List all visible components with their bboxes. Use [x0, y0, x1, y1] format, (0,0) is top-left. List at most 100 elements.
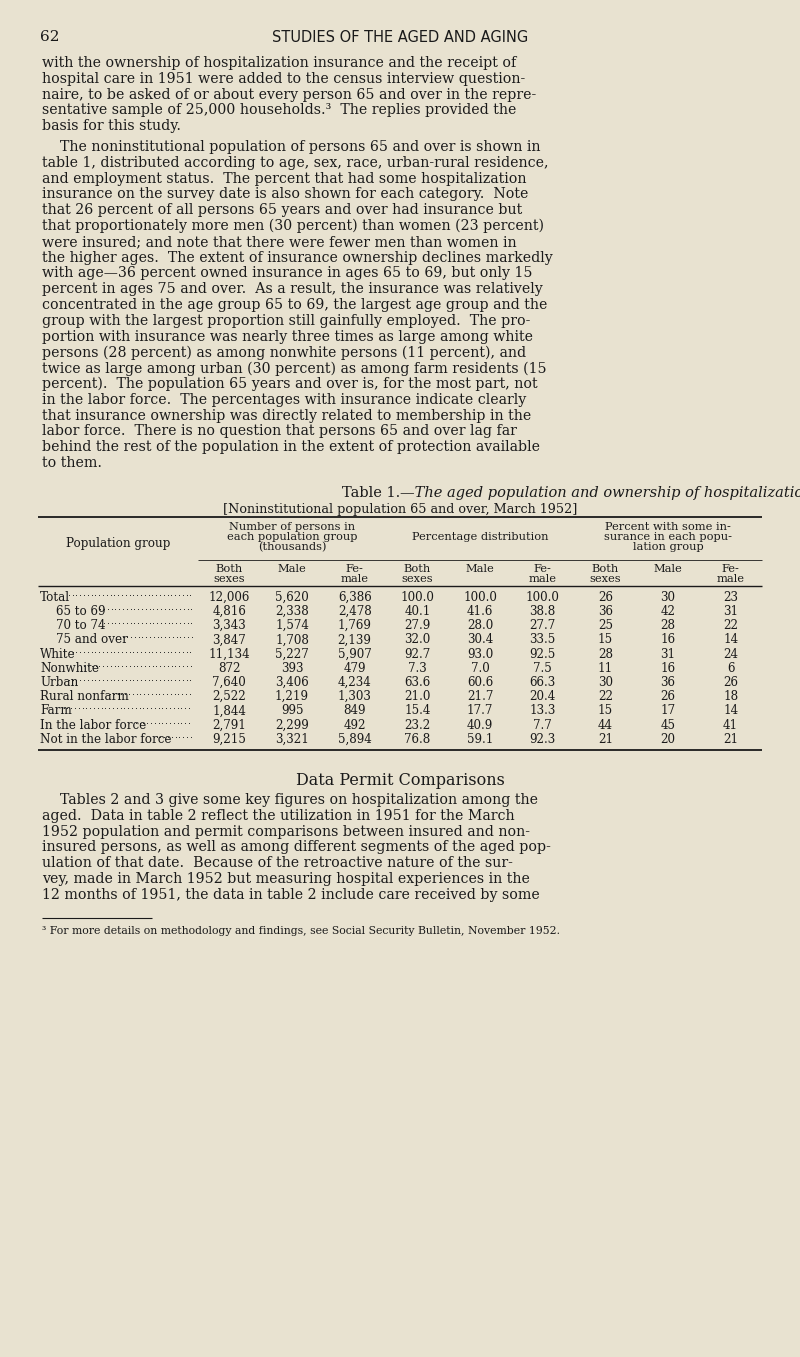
Text: 92.7: 92.7 — [404, 647, 430, 661]
Text: 31: 31 — [661, 647, 675, 661]
Text: 41: 41 — [723, 719, 738, 731]
Text: Population group: Population group — [66, 537, 170, 550]
Text: were insured; and note that there were fewer men than women in: were insured; and note that there were f… — [42, 235, 517, 248]
Text: 3,321: 3,321 — [275, 733, 309, 746]
Text: behind the rest of the population in the extent of protection available: behind the rest of the population in the… — [42, 440, 540, 455]
Text: 26: 26 — [661, 691, 675, 703]
Text: 17: 17 — [661, 704, 675, 718]
Text: 28.0: 28.0 — [467, 619, 493, 632]
Text: Urban: Urban — [40, 676, 78, 689]
Text: 65 to 69: 65 to 69 — [56, 605, 106, 617]
Text: 21.7: 21.7 — [467, 691, 493, 703]
Text: 1952 population and permit comparisons between insured and non-: 1952 population and permit comparisons b… — [42, 825, 530, 839]
Text: 7.3: 7.3 — [408, 662, 426, 674]
Text: 3,343: 3,343 — [213, 619, 246, 632]
Text: male: male — [341, 574, 369, 584]
Text: 4,234: 4,234 — [338, 676, 371, 689]
Text: 33.5: 33.5 — [530, 634, 556, 646]
Text: in the labor force.  The percentages with insurance indicate clearly: in the labor force. The percentages with… — [42, 392, 526, 407]
Text: 30: 30 — [598, 676, 613, 689]
Text: concentrated in the age group 65 to 69, the largest age group and the: concentrated in the age group 65 to 69, … — [42, 299, 547, 312]
Text: 23: 23 — [723, 590, 738, 604]
Text: 92.3: 92.3 — [530, 733, 556, 746]
Text: 20.4: 20.4 — [530, 691, 556, 703]
Text: insured persons, as well as among different segments of the aged pop-: insured persons, as well as among differ… — [42, 840, 551, 855]
Text: aged.  Data in table 2 reflect the utilization in 1951 for the March: aged. Data in table 2 reflect the utiliz… — [42, 809, 514, 822]
Text: 2,299: 2,299 — [275, 719, 309, 731]
Text: persons (28 percent) as among nonwhite persons (11 percent), and: persons (28 percent) as among nonwhite p… — [42, 346, 526, 360]
Text: 100.0: 100.0 — [526, 590, 560, 604]
Text: 21: 21 — [598, 733, 613, 746]
Text: Fe-: Fe- — [722, 563, 740, 574]
Text: 92.5: 92.5 — [530, 647, 556, 661]
Text: 7.7: 7.7 — [534, 719, 552, 731]
Text: 41.6: 41.6 — [467, 605, 493, 617]
Text: [Noninstitutional population 65 and over, March 1952]: [Noninstitutional population 65 and over… — [223, 503, 577, 516]
Text: sentative sample of 25,000 households.³  The replies provided the: sentative sample of 25,000 households.³ … — [42, 103, 516, 118]
Text: 45: 45 — [661, 719, 675, 731]
Text: 18: 18 — [723, 691, 738, 703]
Text: 27.7: 27.7 — [530, 619, 556, 632]
Text: Both: Both — [404, 563, 431, 574]
Text: 7,640: 7,640 — [213, 676, 246, 689]
Text: 24: 24 — [723, 647, 738, 661]
Text: (thousands): (thousands) — [258, 541, 326, 552]
Text: 20: 20 — [661, 733, 675, 746]
Text: 12 months of 1951, the data in table 2 include care received by some: 12 months of 1951, the data in table 2 i… — [42, 887, 540, 902]
Text: 16: 16 — [661, 662, 675, 674]
Text: 5,907: 5,907 — [338, 647, 371, 661]
Text: In the labor force: In the labor force — [40, 719, 146, 731]
Text: to them.: to them. — [42, 456, 102, 470]
Text: Data Permit Comparisons: Data Permit Comparisons — [295, 772, 505, 788]
Text: 2,522: 2,522 — [213, 691, 246, 703]
Text: 23.2: 23.2 — [404, 719, 430, 731]
Text: percent in ages 75 and over.  As a result, the insurance was relatively: percent in ages 75 and over. As a result… — [42, 282, 542, 296]
Text: 3,406: 3,406 — [275, 676, 309, 689]
Text: 7.5: 7.5 — [534, 662, 552, 674]
Text: 16: 16 — [661, 634, 675, 646]
Text: 12,006: 12,006 — [209, 590, 250, 604]
Text: that insurance ownership was directly related to membership in the: that insurance ownership was directly re… — [42, 408, 531, 422]
Text: 93.0: 93.0 — [467, 647, 493, 661]
Text: Number of persons in: Number of persons in — [229, 522, 355, 532]
Text: with age—36 percent owned insurance in ages 65 to 69, but only 15: with age—36 percent owned insurance in a… — [42, 266, 533, 281]
Text: 9,215: 9,215 — [212, 733, 246, 746]
Text: the higher ages.  The extent of insurance ownership declines markedly: the higher ages. The extent of insurance… — [42, 251, 553, 265]
Text: —The aged population and ownership of hospitalization insurance: —The aged population and ownership of ho… — [400, 486, 800, 499]
Text: 11: 11 — [598, 662, 613, 674]
Text: 479: 479 — [343, 662, 366, 674]
Text: portion with insurance was nearly three times as large among white: portion with insurance was nearly three … — [42, 330, 533, 343]
Text: 22: 22 — [598, 691, 613, 703]
Text: male: male — [717, 574, 745, 584]
Text: Percent with some in-: Percent with some in- — [605, 522, 731, 532]
Text: 2,791: 2,791 — [212, 719, 246, 731]
Text: Both: Both — [216, 563, 243, 574]
Text: 1,303: 1,303 — [338, 691, 372, 703]
Text: 63.6: 63.6 — [404, 676, 430, 689]
Text: 995: 995 — [281, 704, 303, 718]
Text: that 26 percent of all persons 65 years and over had insurance but: that 26 percent of all persons 65 years … — [42, 204, 522, 217]
Text: labor force.  There is no question that persons 65 and over lag far: labor force. There is no question that p… — [42, 425, 517, 438]
Text: 25: 25 — [598, 619, 613, 632]
Text: 100.0: 100.0 — [400, 590, 434, 604]
Text: 1,769: 1,769 — [338, 619, 372, 632]
Text: 15: 15 — [598, 704, 613, 718]
Text: Not in the labor force: Not in the labor force — [40, 733, 171, 746]
Text: 31: 31 — [723, 605, 738, 617]
Text: 14: 14 — [723, 704, 738, 718]
Text: 100.0: 100.0 — [463, 590, 497, 604]
Text: male: male — [529, 574, 557, 584]
Text: 13.3: 13.3 — [530, 704, 556, 718]
Text: that proportionately more men (30 percent) than women (23 percent): that proportionately more men (30 percen… — [42, 218, 544, 233]
Text: each population group: each population group — [226, 532, 358, 541]
Text: 62: 62 — [40, 30, 59, 43]
Text: 1,708: 1,708 — [275, 634, 309, 646]
Text: naire, to be asked of or about every person 65 and over in the repre-: naire, to be asked of or about every per… — [42, 88, 536, 102]
Text: 44: 44 — [598, 719, 613, 731]
Text: insurance on the survey date is also shown for each category.  Note: insurance on the survey date is also sho… — [42, 187, 528, 201]
Text: Male: Male — [654, 563, 682, 574]
Text: ³ For more details on methodology and findings, see Social Security Bulletin, No: ³ For more details on methodology and fi… — [42, 925, 560, 935]
Text: Nonwhite: Nonwhite — [40, 662, 99, 674]
Text: 32.0: 32.0 — [404, 634, 430, 646]
Text: lation group: lation group — [633, 541, 703, 552]
